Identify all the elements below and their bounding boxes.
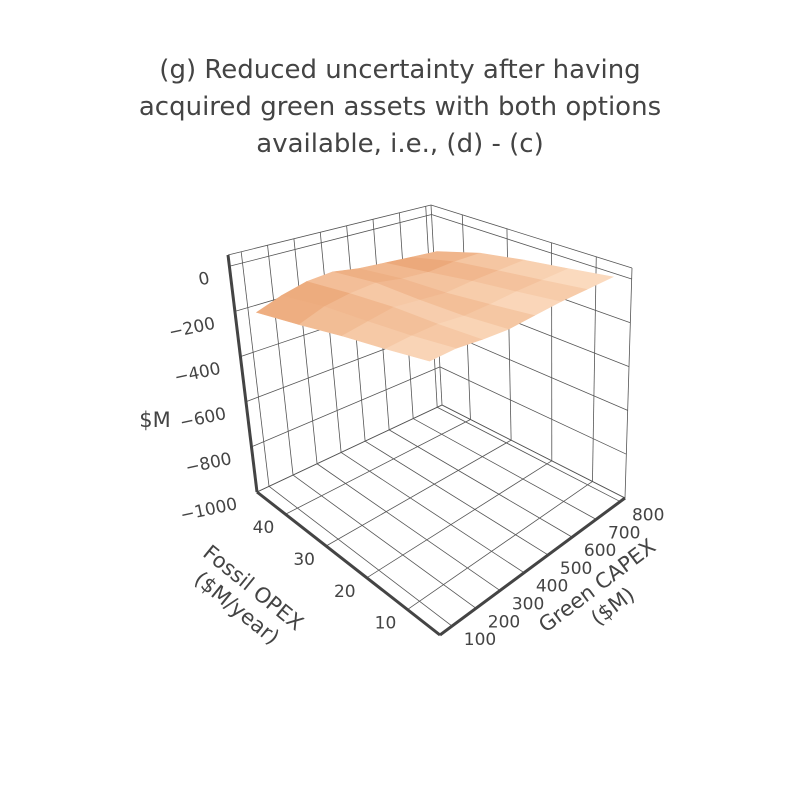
grid-line <box>316 463 501 591</box>
z-tick-label: −1000 <box>179 494 239 526</box>
grid-line <box>292 474 477 609</box>
grid-line <box>267 245 294 476</box>
x-tick-label: 800 <box>632 506 664 526</box>
y-axis <box>256 490 441 637</box>
y-tick-label: 30 <box>293 550 315 570</box>
x-tick-label: 600 <box>584 541 616 561</box>
z-axis-title: $M <box>139 408 171 432</box>
box-edge <box>430 204 633 269</box>
x-tick-label: 300 <box>512 595 544 615</box>
box-edge <box>227 204 432 256</box>
x-tick-label: 200 <box>488 612 520 632</box>
grid-line <box>268 486 453 627</box>
x-tick-label: 400 <box>536 577 568 597</box>
grid-line <box>407 481 593 610</box>
grid-line <box>340 452 525 574</box>
z-tick-label: −200 <box>167 314 217 343</box>
x-tick-label: 500 <box>560 559 592 579</box>
grid-line <box>592 256 597 482</box>
grid-line <box>364 440 549 556</box>
z-tick-label: −400 <box>173 359 223 388</box>
grid-line <box>251 366 441 448</box>
grid-line <box>439 366 627 455</box>
y-tick-label: 20 <box>334 582 356 602</box>
z-tick-label: 0 <box>197 269 212 291</box>
grid-line <box>412 418 597 520</box>
grid-line <box>437 406 621 502</box>
grid-line <box>229 214 432 267</box>
grid-line <box>285 419 471 515</box>
x-axis <box>439 496 626 637</box>
y-tick-label: 10 <box>375 614 397 634</box>
grid-line <box>256 404 443 493</box>
x-tick-label: 100 <box>464 630 496 650</box>
grid-line <box>366 460 553 579</box>
surface-patch <box>384 335 457 362</box>
grid-line <box>240 251 270 487</box>
z-tick-label: −600 <box>178 404 228 433</box>
z-tick-label: −800 <box>184 449 234 478</box>
grid-line <box>388 429 573 538</box>
z-axis <box>226 254 259 493</box>
grid-line <box>319 232 342 453</box>
x-tick-label: 700 <box>608 523 640 543</box>
grid-line <box>431 214 632 280</box>
box-edge <box>624 267 633 499</box>
grid-line <box>325 439 512 547</box>
grid-line <box>441 404 626 499</box>
chart-title: (g) Reduced uncertainty after having acq… <box>138 55 662 159</box>
y-tick-label: 40 <box>253 518 275 538</box>
grid-line <box>293 238 318 464</box>
